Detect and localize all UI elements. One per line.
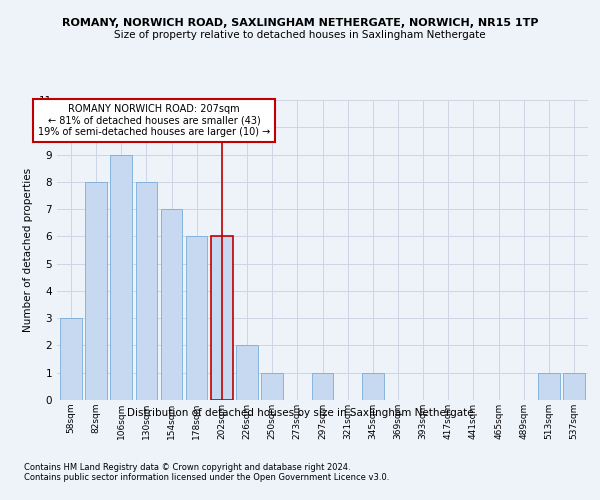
Bar: [236, 346, 257, 400]
Bar: [161, 209, 182, 400]
Bar: [362, 372, 383, 400]
Y-axis label: Number of detached properties: Number of detached properties: [23, 168, 34, 332]
Bar: [312, 372, 333, 400]
Bar: [110, 154, 132, 400]
Bar: [538, 372, 560, 400]
Bar: [85, 182, 107, 400]
Bar: [211, 236, 233, 400]
Text: Distribution of detached houses by size in Saxlingham Nethergate: Distribution of detached houses by size …: [127, 408, 473, 418]
Text: Size of property relative to detached houses in Saxlingham Nethergate: Size of property relative to detached ho…: [114, 30, 486, 40]
Bar: [186, 236, 208, 400]
Text: Contains HM Land Registry data © Crown copyright and database right 2024.: Contains HM Land Registry data © Crown c…: [24, 462, 350, 471]
Text: Contains public sector information licensed under the Open Government Licence v3: Contains public sector information licen…: [24, 472, 389, 482]
Bar: [60, 318, 82, 400]
Bar: [136, 182, 157, 400]
Text: ROMANY, NORWICH ROAD, SAXLINGHAM NETHERGATE, NORWICH, NR15 1TP: ROMANY, NORWICH ROAD, SAXLINGHAM NETHERG…: [62, 18, 538, 28]
Text: ROMANY NORWICH ROAD: 207sqm
← 81% of detached houses are smaller (43)
19% of sem: ROMANY NORWICH ROAD: 207sqm ← 81% of det…: [38, 104, 270, 138]
Bar: [563, 372, 585, 400]
Bar: [262, 372, 283, 400]
